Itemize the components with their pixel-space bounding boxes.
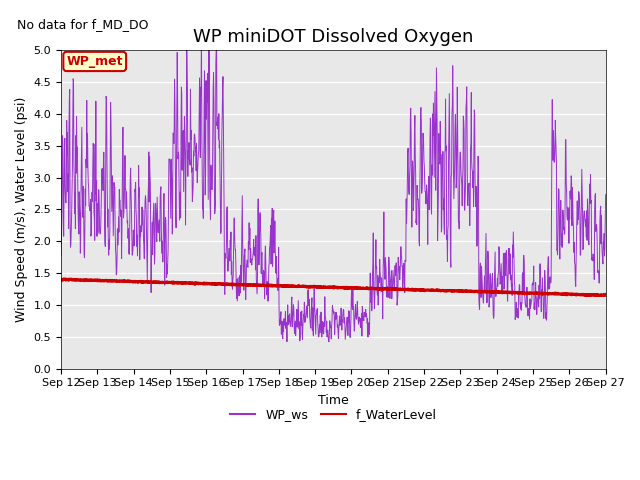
Legend: WP_ws, f_WaterLevel: WP_ws, f_WaterLevel	[225, 403, 442, 426]
Title: WP miniDOT Dissolved Oxygen: WP miniDOT Dissolved Oxygen	[193, 28, 474, 46]
Y-axis label: Wind Speed (m/s), Water Level (psi): Wind Speed (m/s), Water Level (psi)	[15, 96, 28, 322]
X-axis label: Time: Time	[318, 394, 349, 407]
Text: No data for f_MD_DO: No data for f_MD_DO	[17, 18, 149, 31]
Text: WP_met: WP_met	[67, 55, 123, 68]
